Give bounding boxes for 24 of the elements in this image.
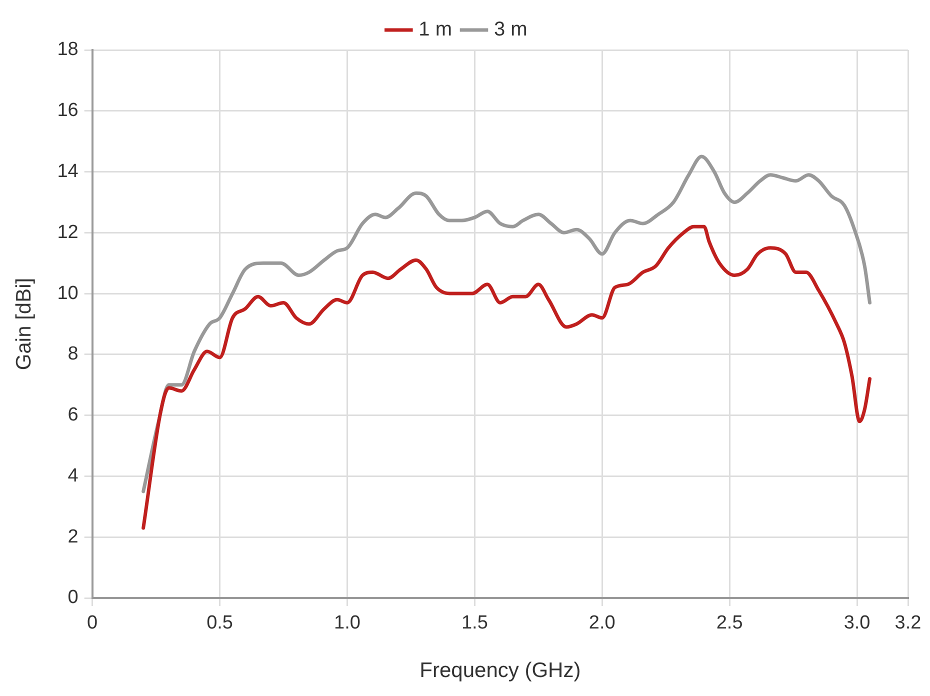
- x-tick-label: 2.0: [588, 612, 616, 634]
- y-tick-label: 4: [68, 465, 79, 486]
- y-tick-label: 12: [57, 222, 78, 243]
- x-tick-label: 2.5: [716, 612, 743, 634]
- x-tick-label: 0: [87, 612, 98, 634]
- x-tick-label: 1.5: [461, 612, 488, 634]
- y-axis-title: Gain [dBi]: [12, 278, 36, 370]
- x-axis-title: Frequency (GHz): [420, 659, 581, 682]
- legend-label: 3 m: [494, 18, 528, 41]
- y-tick-label: 6: [68, 404, 78, 426]
- x-tick-label: 0.5: [206, 612, 233, 634]
- y-tick-label: 2: [68, 526, 78, 548]
- y-tick-label: 8: [68, 344, 78, 365]
- legend-label: 1 m: [418, 18, 452, 41]
- y-tick-label: 18: [57, 39, 78, 60]
- x-tick-label: 3.2: [894, 612, 922, 634]
- y-tick-label: 10: [57, 282, 78, 304]
- y-tick-label: 16: [57, 100, 78, 122]
- x-tick-label: 1.0: [334, 612, 360, 634]
- line-series: [142, 224, 872, 530]
- y-tick-label: 14: [57, 161, 79, 182]
- x-tick-label: 3.0: [844, 612, 870, 634]
- y-tick-label: 0: [68, 587, 78, 608]
- line-series: [142, 154, 872, 494]
